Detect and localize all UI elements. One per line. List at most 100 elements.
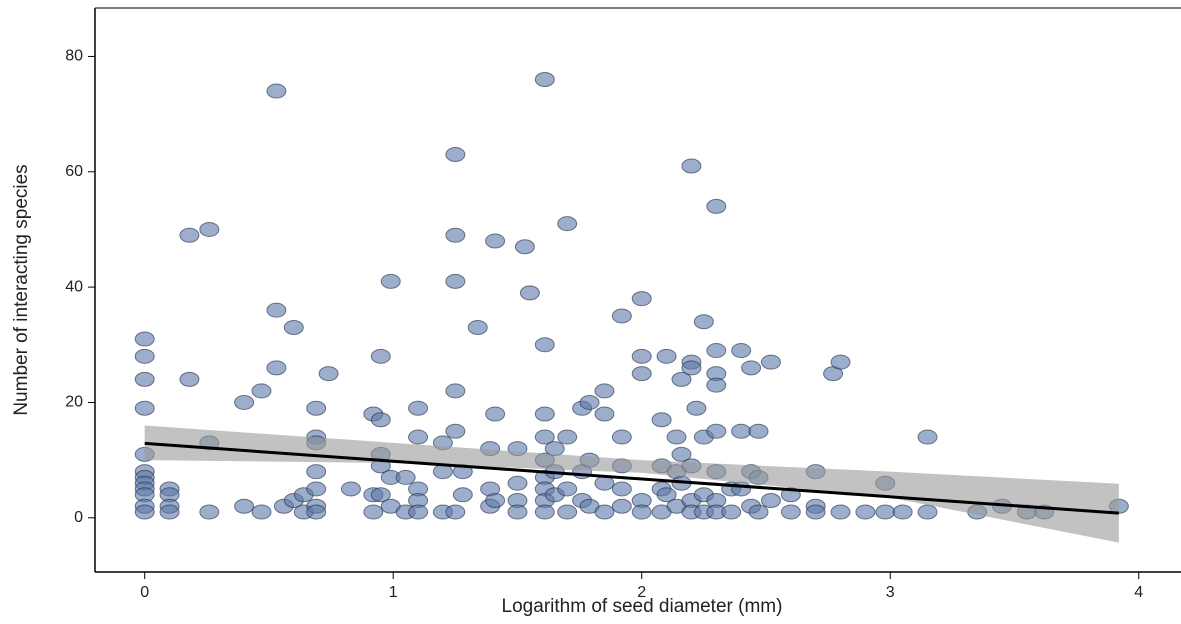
point: [445, 227, 466, 243]
point: [266, 83, 287, 99]
point: [370, 487, 391, 503]
point: [631, 366, 652, 382]
point: [534, 72, 555, 88]
point: [251, 504, 272, 520]
point: [611, 308, 632, 324]
point: [875, 504, 896, 520]
point: [519, 285, 540, 301]
y-tick-label: 60: [65, 163, 83, 180]
point: [445, 504, 466, 520]
point: [748, 423, 769, 439]
point: [445, 423, 466, 439]
point: [283, 319, 304, 335]
y-axis-title: Number of interacting species: [11, 164, 32, 415]
point: [234, 498, 255, 514]
point: [266, 302, 287, 318]
point: [611, 481, 632, 497]
point: [631, 291, 652, 307]
point: [408, 429, 429, 445]
point: [666, 429, 687, 445]
point: [134, 400, 155, 416]
point: [534, 504, 555, 520]
y-tick-label: 80: [65, 48, 83, 65]
point: [507, 475, 528, 491]
point: [306, 504, 327, 520]
fit-line: [144, 441, 1119, 515]
point: [721, 504, 742, 520]
point: [445, 383, 466, 399]
point: [780, 504, 801, 520]
point: [706, 198, 727, 214]
point: [485, 406, 506, 422]
point: [631, 348, 652, 364]
point: [134, 504, 155, 520]
point: [731, 423, 752, 439]
point: [656, 487, 677, 503]
point: [656, 348, 677, 364]
point: [706, 343, 727, 359]
confidence-band: [144, 425, 1119, 543]
point: [579, 394, 600, 410]
point: [760, 354, 781, 370]
point: [706, 423, 727, 439]
point: [594, 406, 615, 422]
point: [159, 504, 180, 520]
x-tick-label: 3: [886, 584, 895, 601]
point: [395, 469, 416, 485]
point: [805, 504, 826, 520]
point: [611, 429, 632, 445]
point: [557, 504, 578, 520]
point: [534, 406, 555, 422]
point: [179, 371, 200, 387]
point: [485, 233, 506, 249]
point: [306, 464, 327, 480]
point: [594, 383, 615, 399]
point: [741, 360, 762, 376]
point: [671, 371, 692, 387]
point: [534, 337, 555, 353]
point: [731, 343, 752, 359]
point: [611, 498, 632, 514]
point: [557, 481, 578, 497]
point: [467, 319, 488, 335]
point: [731, 481, 752, 497]
point: [892, 504, 913, 520]
point: [681, 360, 702, 376]
point: [917, 504, 938, 520]
point: [380, 273, 401, 289]
point: [306, 481, 327, 497]
point: [544, 441, 565, 457]
x-tick-label: 0: [140, 584, 149, 601]
y-tick-label: 0: [74, 509, 83, 526]
point: [760, 492, 781, 508]
point: [452, 487, 473, 503]
point: [557, 429, 578, 445]
point: [445, 146, 466, 162]
x-tick-label: 1: [389, 584, 398, 601]
point: [651, 412, 672, 428]
point: [514, 239, 535, 255]
point: [234, 394, 255, 410]
point: [855, 504, 876, 520]
point: [706, 377, 727, 393]
point: [681, 158, 702, 174]
x-axis-title: Logarithm of seed diameter (mm): [502, 596, 783, 617]
point: [917, 429, 938, 445]
point: [507, 504, 528, 520]
point: [594, 504, 615, 520]
point: [631, 504, 652, 520]
point: [199, 221, 220, 237]
point: [179, 227, 200, 243]
y-tick-label: 40: [65, 278, 83, 295]
point: [445, 273, 466, 289]
point: [748, 504, 769, 520]
point: [408, 504, 429, 520]
point: [830, 354, 851, 370]
point: [199, 504, 220, 520]
point: [830, 504, 851, 520]
point: [134, 348, 155, 364]
point: [485, 492, 506, 508]
point: [363, 504, 384, 520]
point: [134, 371, 155, 387]
